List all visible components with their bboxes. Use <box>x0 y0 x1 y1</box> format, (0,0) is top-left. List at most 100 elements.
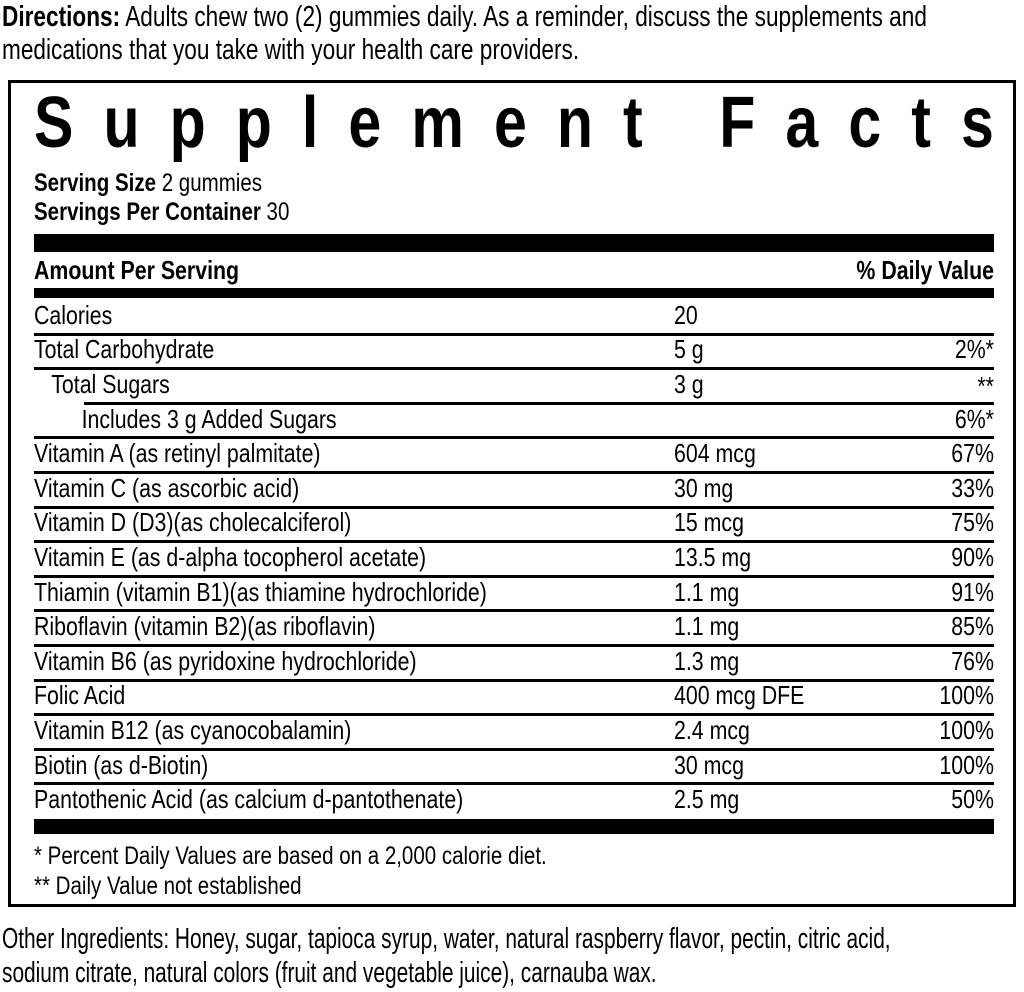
nutrient-row: Riboflavin (vitamin B2)(as riboflavin) 1… <box>34 609 994 644</box>
nutrient-name: Vitamin E (as d-alpha tocopherol acetate… <box>34 541 427 572</box>
nutrient-daily-value: 91% <box>951 576 994 607</box>
percent-daily-value-header: % Daily Value <box>856 254 994 285</box>
nutrient-row: Thiamin (vitamin B1)(as thiamine hydroch… <box>34 574 994 610</box>
nutrient-name: Thiamin (vitamin B1)(as thiamine hydroch… <box>34 576 487 607</box>
nutrient-row: Total Sugars 3 g ** <box>34 367 994 402</box>
serving-info: Serving Size 2 gummies Servings Per Cont… <box>34 169 994 227</box>
nutrient-name: Vitamin B12 (as cyanocobalamin) <box>34 714 352 745</box>
nutrient-name: Vitamin B6 (as pyridoxine hydrochloride) <box>34 645 417 676</box>
nutrient-amount: 30 mg <box>673 472 734 503</box>
nutrient-daily-value: 33% <box>951 472 994 503</box>
nutrient-daily-value: 85% <box>951 611 994 642</box>
row-separator <box>34 643 994 647</box>
directions-line-1: Directions: Adults chew two (2) gummies … <box>2 1 927 34</box>
servings-per-container-value: 30 <box>266 198 290 226</box>
directions-paragraph: Directions: Adults chew two (2) gummies … <box>2 1 927 67</box>
nutrient-amount: 20 <box>673 299 698 330</box>
nutrient-name: Vitamin D (D3)(as cholecalciferol) <box>34 507 352 538</box>
nutrient-name: Total Sugars <box>51 368 170 399</box>
row-separator <box>34 678 994 682</box>
nutrient-amount: 13.5 mg <box>673 541 752 572</box>
nutrient-row: Pantothenic Acid (as calcium d-pantothen… <box>34 782 994 817</box>
directions-text-2: medications that you take with your heal… <box>2 34 580 66</box>
nutrient-amount: 1.3 mg <box>673 645 740 676</box>
nutrient-amount: 15 mcg <box>673 507 744 538</box>
row-separator <box>34 713 994 717</box>
nutrient-table: Calories 20 Total Carbohydrate 5 g 2%* T… <box>34 298 994 817</box>
nutrient-row: Vitamin B12 (as cyanocobalamin) 2.4 mcg … <box>34 713 994 748</box>
table-header-row: Amount Per Serving % Daily Value <box>34 252 994 288</box>
row-separator <box>34 470 994 474</box>
divider-medium <box>34 288 994 298</box>
nutrient-amount: 400 mcg DFE <box>673 680 805 711</box>
directions-text-1: Adults chew two (2) gummies daily. As a … <box>125 1 927 33</box>
row-separator <box>34 609 994 613</box>
nutrient-name: Calories <box>34 299 113 330</box>
nutrient-amount: 2.4 mcg <box>673 714 750 745</box>
nutrient-row: Vitamin A (as retinyl palmitate) 604 mcg… <box>34 436 994 471</box>
nutrient-daily-value: 2%* <box>954 334 994 365</box>
row-separator <box>34 540 994 544</box>
directions-label: Directions: <box>2 1 121 33</box>
nutrient-amount: 5 g <box>673 334 704 365</box>
nutrient-name: Includes 3 g Added Sugars <box>81 403 337 434</box>
nutrient-row: Folic Acid 400 mcg DFE 100% <box>34 678 994 714</box>
nutrient-daily-value: 50% <box>951 784 994 815</box>
nutrient-name: Biotin (as d-Biotin) <box>34 749 209 780</box>
nutrient-row: Biotin (as d-Biotin) 30 mcg 100% <box>34 747 994 783</box>
other-ingredients-line-1: Other Ingredients: Honey, sugar, tapioca… <box>2 923 891 955</box>
row-separator <box>34 367 994 371</box>
row-separator <box>34 782 994 786</box>
nutrient-row: Includes 3 g Added Sugars 6%* <box>34 401 994 437</box>
nutrient-amount: 3 g <box>673 368 704 399</box>
footnotes: * Percent Daily Values are based on a 2,… <box>34 841 994 901</box>
nutrient-row: Vitamin C (as ascorbic acid) 30 mg 33% <box>34 470 994 506</box>
nutrient-daily-value: 67% <box>951 438 994 469</box>
serving-size-row: Serving Size 2 gummies <box>34 169 994 198</box>
nutrient-daily-value: 90% <box>951 541 994 572</box>
row-separator <box>34 505 994 509</box>
other-ingredients-paragraph: Other Ingredients: Honey, sugar, tapioca… <box>2 922 891 990</box>
nutrient-name: Vitamin C (as ascorbic acid) <box>34 472 300 503</box>
nutrient-row: Vitamin B6 (as pyridoxine hydrochloride)… <box>34 643 994 679</box>
servings-per-container-label: Servings Per Container <box>34 198 261 226</box>
nutrient-daily-value: ** <box>977 371 994 402</box>
row-separator <box>84 401 994 405</box>
nutrient-row: Vitamin D (D3)(as cholecalciferol) 15 mc… <box>34 505 994 541</box>
divider-thick-bottom <box>34 818 994 834</box>
row-separator <box>34 332 994 336</box>
row-separator <box>34 574 994 578</box>
nutrient-daily-value: 75% <box>951 507 994 538</box>
nutrient-row: Vitamin E (as d-alpha tocopherol acetate… <box>34 540 994 575</box>
footnote-daily-values: * Percent Daily Values are based on a 2,… <box>34 841 547 870</box>
nutrient-daily-value: 100% <box>939 714 994 745</box>
row-separator <box>34 436 994 440</box>
other-ingredients-line-2: sodium citrate, natural colors (fruit an… <box>2 957 657 989</box>
nutrient-amount: 2.5 mg <box>673 784 740 815</box>
nutrient-name: Pantothenic Acid (as calcium d-pantothen… <box>34 784 464 815</box>
amount-per-serving-header: Amount Per Serving <box>34 254 240 285</box>
nutrient-name: Vitamin A (as retinyl palmitate) <box>34 438 321 469</box>
nutrient-daily-value: 76% <box>951 645 994 676</box>
nutrient-daily-value: 6%* <box>954 403 994 434</box>
nutrient-amount: 604 mcg <box>673 438 756 469</box>
footnote-not-established: ** Daily Value not established <box>34 871 302 900</box>
nutrient-name: Folic Acid <box>34 680 126 711</box>
nutrient-amount: 1.1 mg <box>673 576 740 607</box>
nutrient-daily-value: 100% <box>939 680 994 711</box>
nutrient-row: Total Carbohydrate 5 g 2%* <box>34 332 994 368</box>
divider-thick-top <box>34 234 994 252</box>
serving-size-value: 2 gummies <box>161 169 263 197</box>
nutrient-row: Calories 20 <box>34 298 994 333</box>
servings-per-container-row: Servings Per Container 30 <box>34 198 994 227</box>
nutrient-amount: 30 mcg <box>673 749 744 780</box>
serving-size-label: Serving Size <box>34 169 156 197</box>
nutrient-amount: 1.1 mg <box>673 611 740 642</box>
nutrient-name: Riboflavin (vitamin B2)(as riboflavin) <box>34 611 376 642</box>
nutrient-daily-value: 100% <box>939 749 994 780</box>
row-separator <box>34 747 994 751</box>
